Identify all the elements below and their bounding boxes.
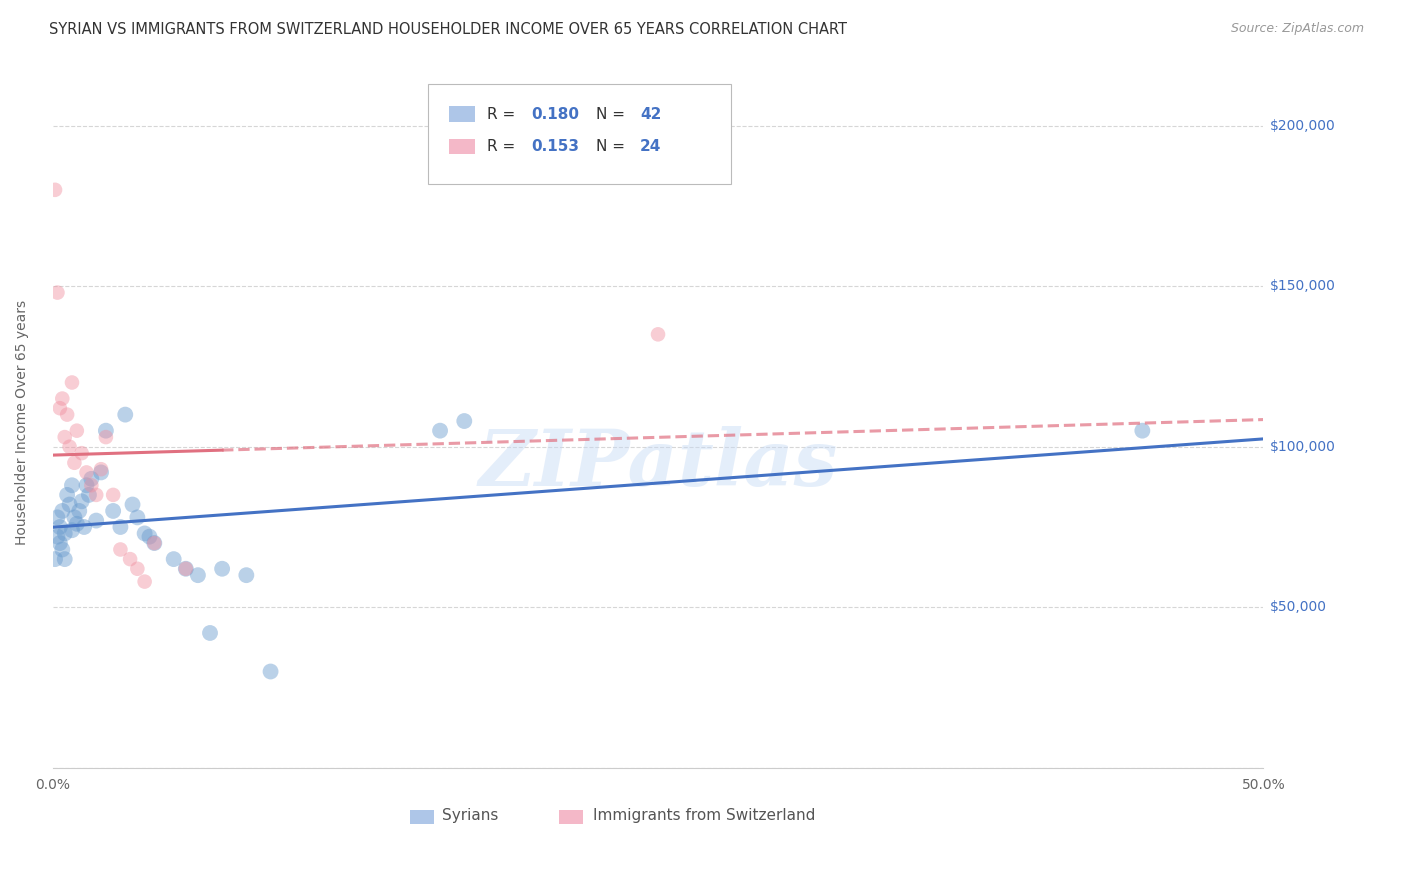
- Point: [120, 552, 142, 566]
- Point: [101, 488, 124, 502]
- Point: [53, 552, 76, 566]
- Point: [235, 568, 257, 582]
- Point: [58, 498, 80, 512]
- Text: 42: 42: [640, 106, 661, 121]
- Text: R =: R =: [488, 139, 520, 154]
- Point: [63, 510, 86, 524]
- Text: 24: 24: [640, 139, 661, 154]
- Point: [66, 424, 89, 438]
- Point: [80, 472, 103, 486]
- Point: [51, 504, 73, 518]
- Text: Source: ZipAtlas.com: Source: ZipAtlas.com: [1230, 22, 1364, 36]
- Point: [73, 520, 96, 534]
- FancyBboxPatch shape: [558, 810, 583, 824]
- Text: $100,000: $100,000: [1270, 440, 1336, 454]
- Point: [60, 376, 83, 390]
- Point: [70, 494, 93, 508]
- Y-axis label: Householder Income Over 65 years: Householder Income Over 65 years: [15, 300, 30, 545]
- Point: [163, 552, 186, 566]
- Point: [76, 478, 98, 492]
- Point: [187, 568, 209, 582]
- Text: $150,000: $150,000: [1270, 279, 1336, 293]
- Point: [114, 408, 136, 422]
- Point: [647, 327, 669, 342]
- Point: [110, 542, 132, 557]
- FancyBboxPatch shape: [449, 106, 475, 121]
- FancyBboxPatch shape: [449, 139, 475, 154]
- Point: [77, 488, 100, 502]
- Point: [84, 514, 107, 528]
- Point: [46, 510, 69, 524]
- Point: [94, 430, 117, 444]
- Point: [49, 520, 72, 534]
- Point: [46, 530, 69, 544]
- Point: [211, 562, 233, 576]
- Text: Immigrants from Switzerland: Immigrants from Switzerland: [593, 808, 815, 823]
- Point: [70, 446, 93, 460]
- Text: R =: R =: [488, 106, 520, 121]
- Point: [174, 562, 197, 576]
- Point: [127, 510, 149, 524]
- Point: [53, 430, 76, 444]
- Point: [67, 504, 90, 518]
- FancyBboxPatch shape: [409, 810, 434, 824]
- Point: [60, 523, 83, 537]
- Point: [44, 552, 66, 566]
- Point: [90, 462, 112, 476]
- Point: [134, 574, 156, 589]
- Point: [259, 665, 281, 679]
- Point: [1130, 424, 1153, 438]
- Point: [53, 526, 76, 541]
- Text: SYRIAN VS IMMIGRANTS FROM SWITZERLAND HOUSEHOLDER INCOME OVER 65 YEARS CORRELATI: SYRIAN VS IMMIGRANTS FROM SWITZERLAND HO…: [49, 22, 848, 37]
- Point: [94, 424, 117, 438]
- FancyBboxPatch shape: [427, 85, 731, 185]
- Point: [51, 392, 73, 406]
- Point: [174, 562, 197, 576]
- Point: [453, 414, 475, 428]
- Point: [80, 478, 103, 492]
- Point: [143, 536, 166, 550]
- Point: [198, 626, 221, 640]
- Point: [49, 401, 72, 416]
- Text: ZIPatlas: ZIPatlas: [478, 425, 838, 502]
- Point: [58, 440, 80, 454]
- Point: [60, 478, 83, 492]
- Point: [84, 488, 107, 502]
- Point: [44, 183, 66, 197]
- Text: 0.180: 0.180: [531, 106, 579, 121]
- Point: [66, 516, 89, 531]
- Point: [90, 466, 112, 480]
- Point: [49, 536, 72, 550]
- Point: [76, 466, 98, 480]
- Text: N =: N =: [596, 139, 630, 154]
- Point: [138, 530, 160, 544]
- Text: $200,000: $200,000: [1270, 119, 1336, 133]
- Text: $50,000: $50,000: [1270, 600, 1326, 615]
- Text: Syrians: Syrians: [443, 808, 499, 823]
- Point: [429, 424, 451, 438]
- Point: [56, 488, 79, 502]
- Point: [63, 456, 86, 470]
- Point: [51, 542, 73, 557]
- Point: [143, 536, 166, 550]
- Point: [101, 504, 124, 518]
- Point: [110, 520, 132, 534]
- Point: [127, 562, 149, 576]
- Text: 0.153: 0.153: [531, 139, 579, 154]
- Point: [46, 285, 69, 300]
- Point: [121, 498, 143, 512]
- Text: N =: N =: [596, 106, 630, 121]
- Point: [56, 408, 79, 422]
- Point: [134, 526, 156, 541]
